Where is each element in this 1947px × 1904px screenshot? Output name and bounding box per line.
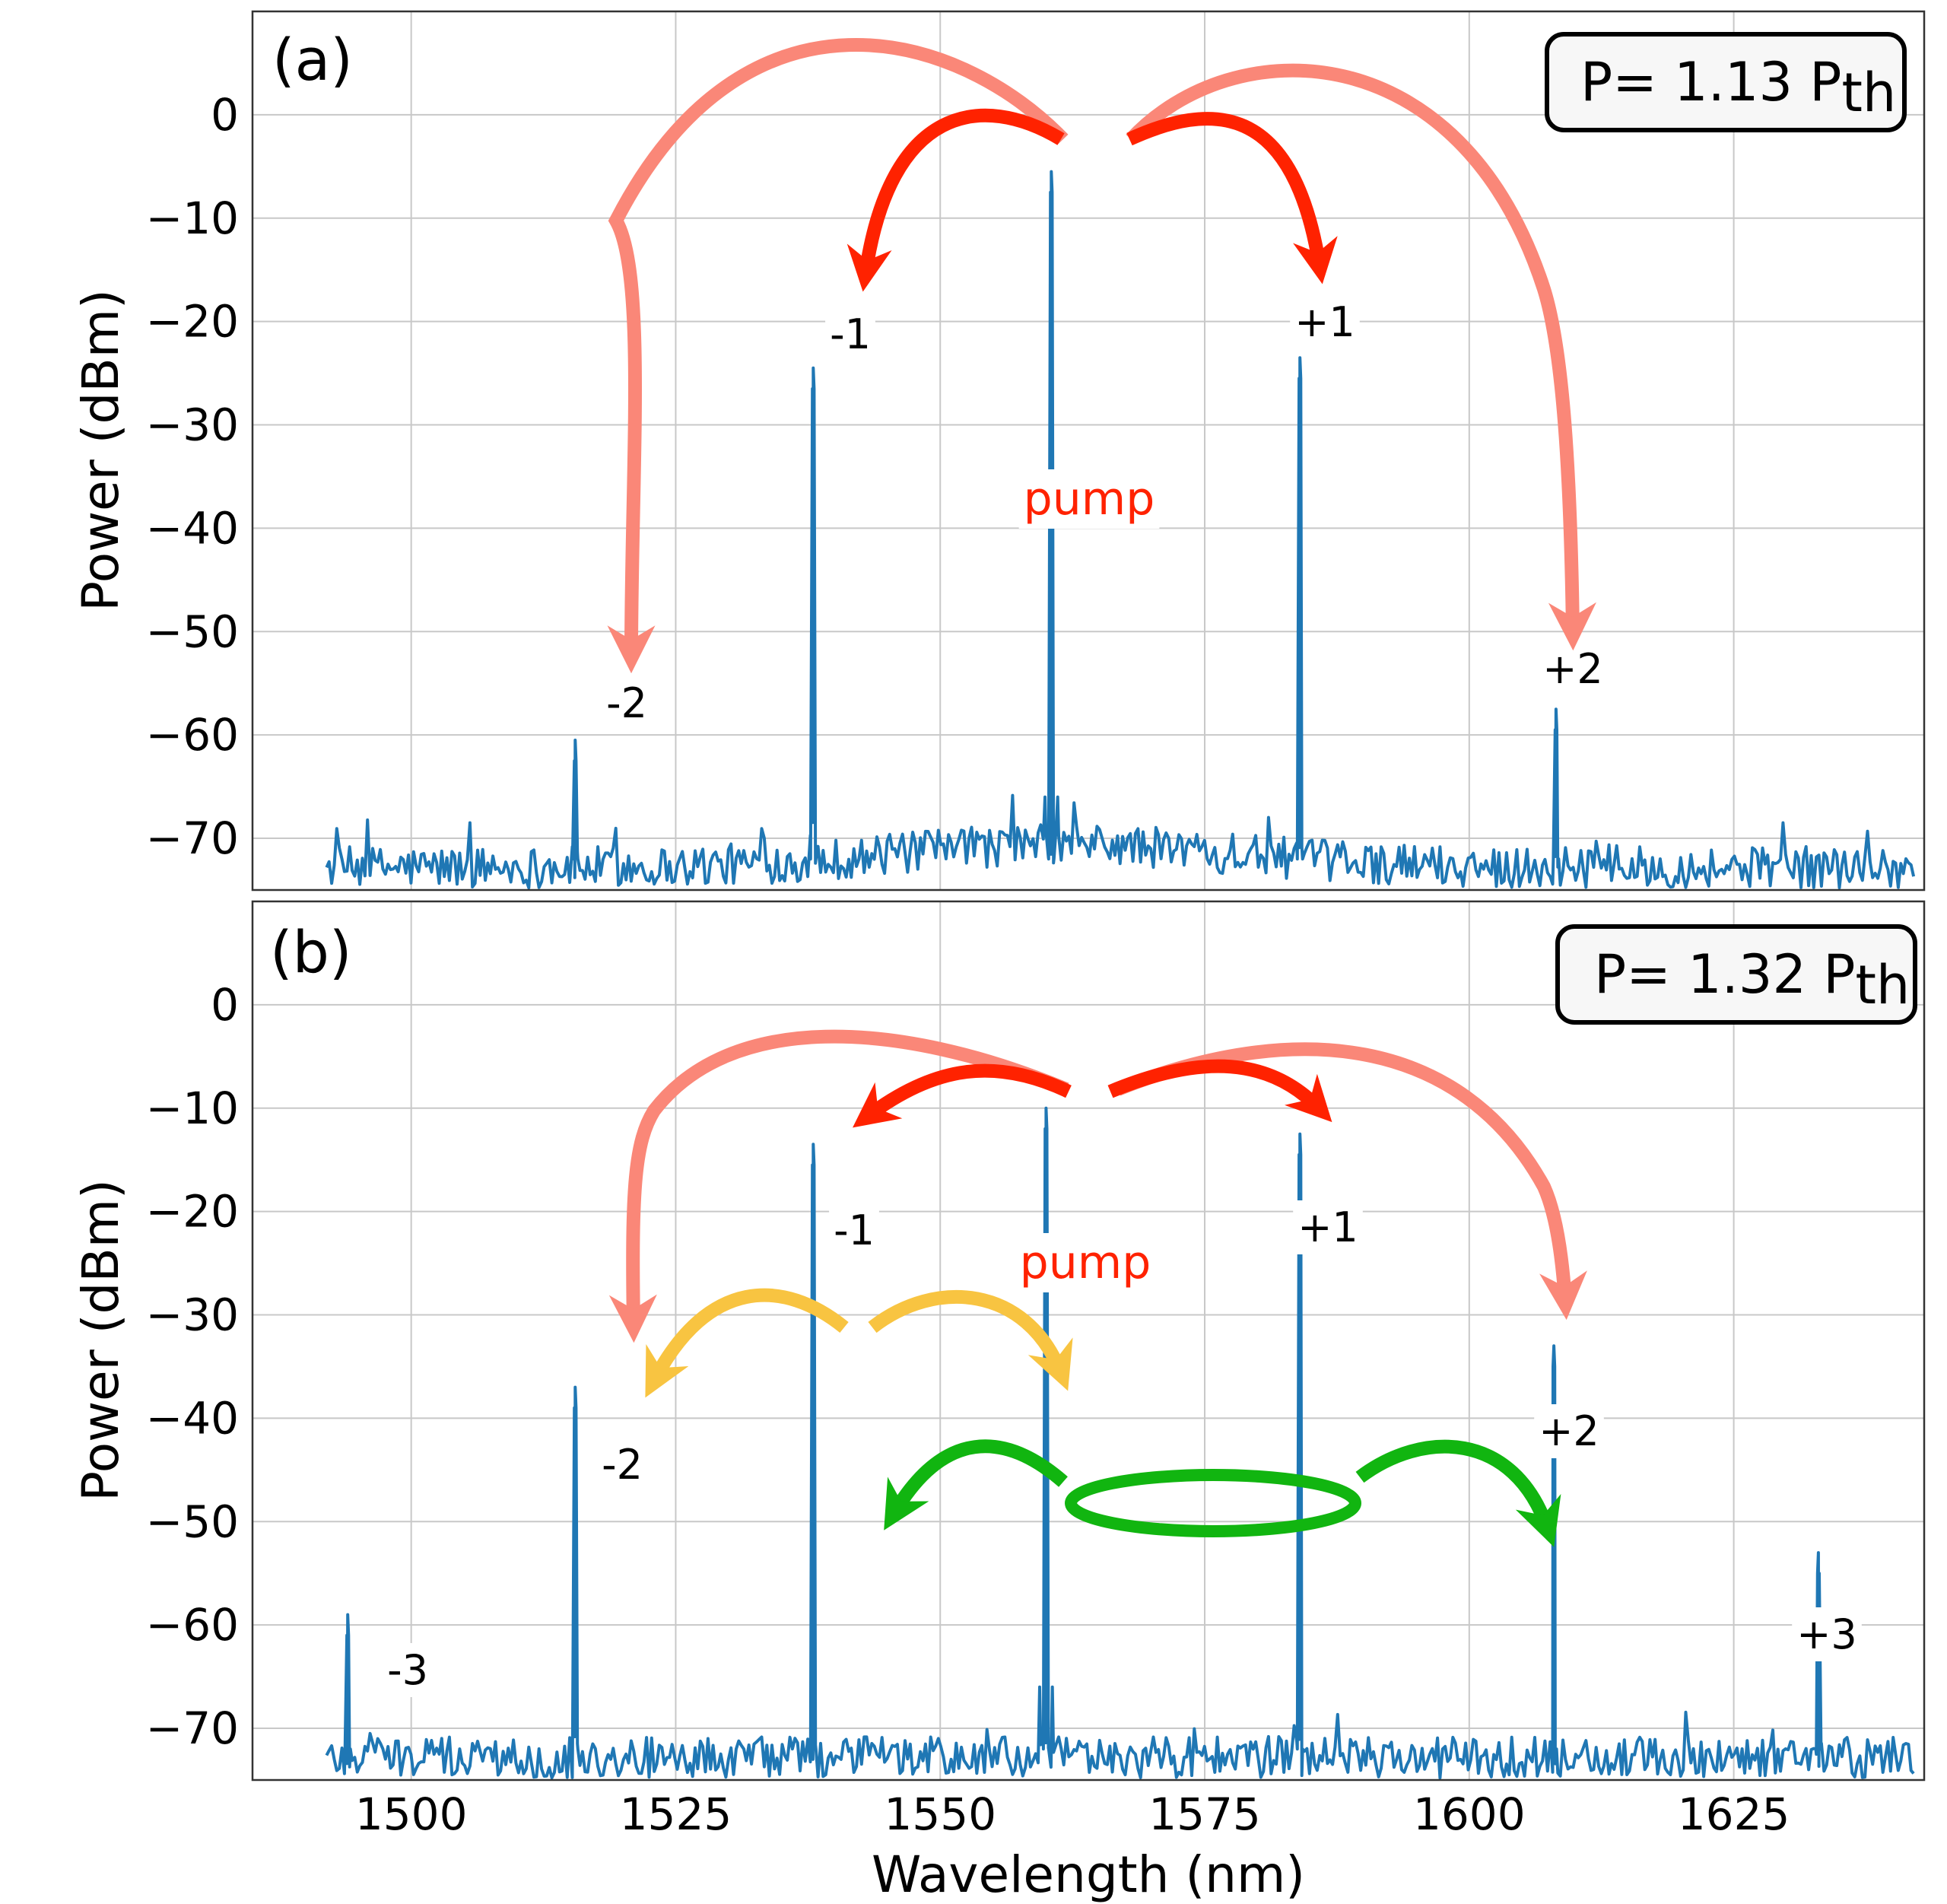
svg-text:P= 1.13 Pth: P= 1.13 Pth <box>1580 51 1896 124</box>
spectrum-trace-a <box>325 170 1916 890</box>
power-subscript-a: th <box>1841 62 1896 124</box>
power-subscript-b: th <box>1855 954 1910 1016</box>
panel-b: 0 −10 −20 −30 −40 −50 −60 −70 Power (dBm) (b) P… <box>71 900 1926 1782</box>
label-mask-b-3 <box>1293 1200 1363 1254</box>
y-tick-label-b-2: −20 <box>146 1186 239 1238</box>
arrow-b-m1-to-pump <box>868 1290 1073 1391</box>
peak-label-a-p2: +2 <box>1542 645 1603 693</box>
y-tick-label-a-4: −40 <box>146 502 239 554</box>
label-mask-b-4 <box>1534 1404 1604 1458</box>
x-tick-label-4: 1600 <box>1413 1788 1526 1840</box>
peak-label-b-m3: -3 <box>387 1646 428 1694</box>
arrow-b-pump-to-m1 <box>853 1063 1072 1128</box>
arrow-a-pump-to-p1 <box>1126 112 1338 284</box>
peak-label-b-m2: -2 <box>602 1441 643 1489</box>
label-mask-b-2 <box>829 1203 879 1257</box>
y-tick-label-b-0: 0 <box>211 979 239 1031</box>
peak-label-a-m2: -2 <box>606 679 647 727</box>
label-mask-b-5 <box>1792 1607 1862 1661</box>
pump-label-a: pump <box>1024 472 1155 526</box>
power-box-b: P= 1.32 Pth <box>1555 924 1917 1025</box>
x-tick-label-0: 1500 <box>355 1788 468 1840</box>
x-tick-label-1: 1525 <box>620 1788 732 1840</box>
peak-label-a-p1: +1 <box>1294 298 1355 346</box>
panel-label-b: (b) <box>270 918 352 986</box>
grid-b <box>253 901 1924 1780</box>
x-tick-label-5: 1625 <box>1678 1788 1790 1840</box>
y-tick-label-a-3: −30 <box>146 399 239 451</box>
spectrum-trace-b <box>325 1106 1915 1780</box>
pump-label-b: pump <box>1020 1236 1151 1289</box>
y-tick-label-a-0: 0 <box>211 89 239 141</box>
label-mask-a-4 <box>1018 469 1160 529</box>
y-tick-label-b-7: −70 <box>146 1702 239 1754</box>
arrow-b-pump-to-p1 <box>1107 1059 1332 1123</box>
power-box-a: P= 1.13 Pth <box>1545 32 1907 132</box>
y-tick-label-a-1: −10 <box>146 192 239 244</box>
grid-a <box>253 11 1924 890</box>
arrow-b-pump-to-p2 <box>1115 1042 1587 1321</box>
label-mask-b-6 <box>1015 1233 1156 1292</box>
x-tick-label-2: 1550 <box>884 1788 996 1840</box>
panel-a: 0 −10 −20 −30 −40 −50 −60 −70 Power (dBm) (a) P… <box>71 10 1926 892</box>
y-axis-label-b: Power (dBm) <box>71 1179 130 1502</box>
plot-frame-b <box>251 900 1926 1782</box>
y-tick-labels-a: 0 −10 −20 −30 −40 −50 −60 −70 <box>146 89 239 864</box>
power-label-a: P= 1.13 P <box>1580 51 1841 113</box>
y-tick-label-a-6: −60 <box>146 709 239 761</box>
peak-label-b-p3: +3 <box>1796 1610 1857 1658</box>
y-tick-label-b-6: −60 <box>146 1599 239 1651</box>
arrow-a-pump-to-m2 <box>607 38 1069 674</box>
plot-frame-a <box>251 10 1926 892</box>
panel-label-a: (a) <box>272 26 353 94</box>
x-tick-label-3: 1575 <box>1148 1788 1261 1840</box>
label-masks-a <box>602 295 1608 730</box>
x-axis-label: Wavelength (nm) <box>872 1845 1305 1904</box>
x-tick-labels: 1500 1525 1550 1575 1600 1625 <box>355 1788 1790 1840</box>
y-tick-label-b-1: −10 <box>146 1082 239 1134</box>
power-label-b: P= 1.32 P <box>1594 943 1855 1006</box>
arrow-a-pump-to-m1 <box>846 108 1065 292</box>
y-tick-label-a-5: −50 <box>146 606 239 657</box>
svg-text:P= 1.32 Pth: P= 1.32 Pth <box>1594 943 1910 1016</box>
arrow-b-green-right <box>1355 1439 1561 1547</box>
peak-label-b-p2: +2 <box>1539 1407 1599 1455</box>
label-mask-a-0 <box>602 676 652 730</box>
label-mask-b-1 <box>597 1438 647 1492</box>
peak-label-b-p1: +1 <box>1297 1203 1358 1251</box>
y-tick-labels-b: 0 −10 −20 −30 −40 −50 −60 −70 <box>146 979 239 1754</box>
y-tick-label-b-4: −40 <box>146 1392 239 1444</box>
label-mask-b-0 <box>383 1643 433 1697</box>
y-tick-label-a-7: −70 <box>146 812 239 864</box>
y-tick-label-b-5: −50 <box>146 1496 239 1547</box>
y-axis-label-a: Power (dBm) <box>71 289 130 612</box>
green-ellipse-b <box>1065 1469 1361 1537</box>
arrow-b-pump-to-m2 <box>608 1029 1069 1343</box>
peak-label-b-m1: -1 <box>834 1206 875 1254</box>
arrow-a-pump-to-p2 <box>1126 63 1596 651</box>
label-mask-a-2 <box>1290 295 1360 349</box>
label-masks-b <box>383 1200 1862 1697</box>
y-tick-label-a-2: −20 <box>146 296 239 348</box>
label-mask-a-3 <box>1538 642 1608 696</box>
arrow-b-m1-to-m2 <box>645 1288 849 1398</box>
y-tick-label-b-3: −30 <box>146 1289 239 1341</box>
arrow-b-green-left <box>884 1439 1068 1531</box>
peak-label-a-m1: -1 <box>830 310 871 358</box>
label-mask-a-1 <box>825 307 875 361</box>
